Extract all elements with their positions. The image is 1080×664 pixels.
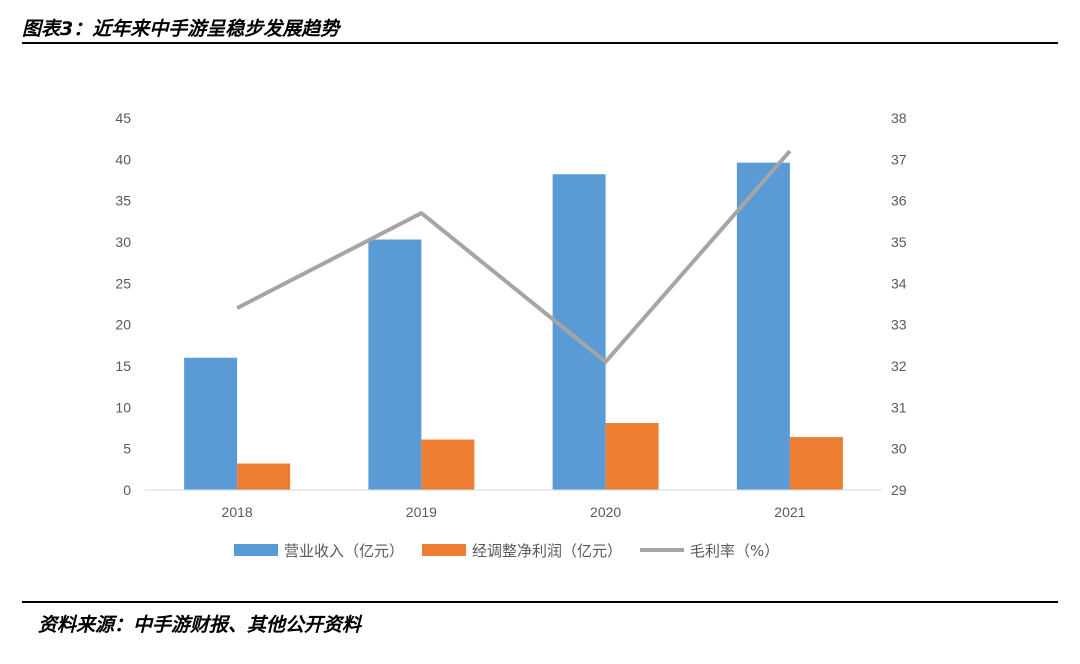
y-tick-label-right: 36 bbox=[891, 193, 907, 209]
legend-swatch-revenue bbox=[234, 544, 278, 556]
y-tick-label-left: 40 bbox=[115, 151, 131, 167]
x-axis: 2018 2019 2020 2021 bbox=[222, 504, 806, 520]
y-tick-label-right: 32 bbox=[891, 358, 907, 374]
legend-label: 经调整净利润（亿元） bbox=[472, 542, 622, 560]
y-tick-label-left: 20 bbox=[115, 317, 131, 333]
legend: 营业收入（亿元） 经调整净利润（亿元） 毛利率（%） bbox=[234, 542, 779, 560]
y-tick-label-left: 15 bbox=[115, 358, 131, 374]
y-tick-label-left: 5 bbox=[123, 441, 131, 457]
margin-line bbox=[236, 149, 792, 364]
bars bbox=[184, 162, 843, 491]
y-tick-label-left: 45 bbox=[115, 110, 131, 126]
x-tick-label: 2018 bbox=[222, 504, 253, 520]
profit-bar bbox=[421, 439, 475, 490]
x-tick-label: 2021 bbox=[774, 504, 805, 520]
x-tick-label: 2020 bbox=[590, 504, 621, 520]
y-tick-label-left: 35 bbox=[115, 193, 131, 209]
figure-source: 资料来源：中手游财报、其他公开资料 bbox=[38, 614, 362, 636]
y-tick-label-right: 33 bbox=[891, 317, 907, 333]
profit-bar bbox=[605, 423, 659, 490]
legend-swatch-profit bbox=[422, 544, 467, 556]
y-tick-label-left: 10 bbox=[115, 399, 131, 415]
y-tick-label-right: 29 bbox=[891, 482, 907, 498]
y-tick-label-right: 34 bbox=[891, 275, 907, 291]
x-tick-label: 2019 bbox=[406, 504, 437, 520]
y-tick-label-left: 25 bbox=[115, 275, 131, 291]
figure-title: 图表3：近年来中手游呈稳步发展趋势 bbox=[22, 18, 340, 40]
left-axis: 0 5 10 15 20 25 30 35 40 45 bbox=[115, 110, 131, 498]
y-tick-label-right: 37 bbox=[891, 151, 907, 167]
profit-bar bbox=[237, 463, 291, 490]
revenue-bar bbox=[552, 174, 606, 491]
revenue-bar bbox=[184, 357, 238, 490]
legend-label: 毛利率（%） bbox=[690, 542, 779, 560]
bottom-rule bbox=[22, 601, 1058, 603]
y-tick-label-right: 31 bbox=[891, 399, 907, 415]
legend-label: 营业收入（亿元） bbox=[284, 542, 404, 560]
revenue-bar bbox=[368, 239, 422, 490]
margin-line-path bbox=[236, 149, 792, 364]
y-tick-label-left: 0 bbox=[123, 482, 131, 498]
y-tick-label-left: 30 bbox=[115, 234, 131, 250]
y-tick-label-right: 38 bbox=[891, 110, 907, 126]
y-tick-label-right: 35 bbox=[891, 234, 907, 250]
top-rule bbox=[22, 42, 1058, 44]
profit-bar bbox=[789, 437, 843, 490]
y-tick-label-right: 30 bbox=[891, 441, 907, 457]
right-axis: 29 30 31 32 33 34 35 36 37 38 bbox=[891, 110, 907, 498]
revenue-bar bbox=[736, 162, 790, 490]
